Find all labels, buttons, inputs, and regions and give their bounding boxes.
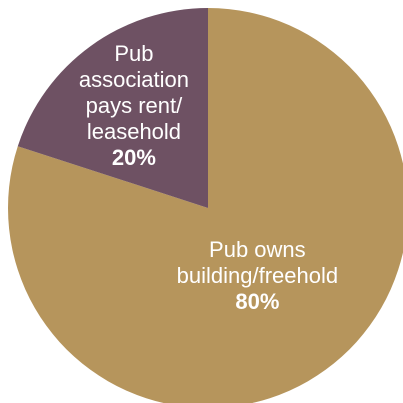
pie-slice-label: leasehold	[87, 119, 181, 144]
pie-slice-label: association	[79, 67, 189, 92]
pie-slice-value-label: 80%	[235, 289, 279, 314]
pie-slices	[8, 8, 403, 403]
pie-slice-value-label: 20%	[112, 145, 156, 170]
pie-slice-label: Pub owns	[209, 237, 306, 262]
pie-slice-label: Pub	[114, 41, 153, 66]
pie-slice-1	[17, 8, 208, 208]
pie-slice-label: building/freehold	[177, 263, 338, 288]
pie-slice-0	[8, 8, 403, 403]
pie-slice-label: pays rent/	[86, 93, 183, 118]
